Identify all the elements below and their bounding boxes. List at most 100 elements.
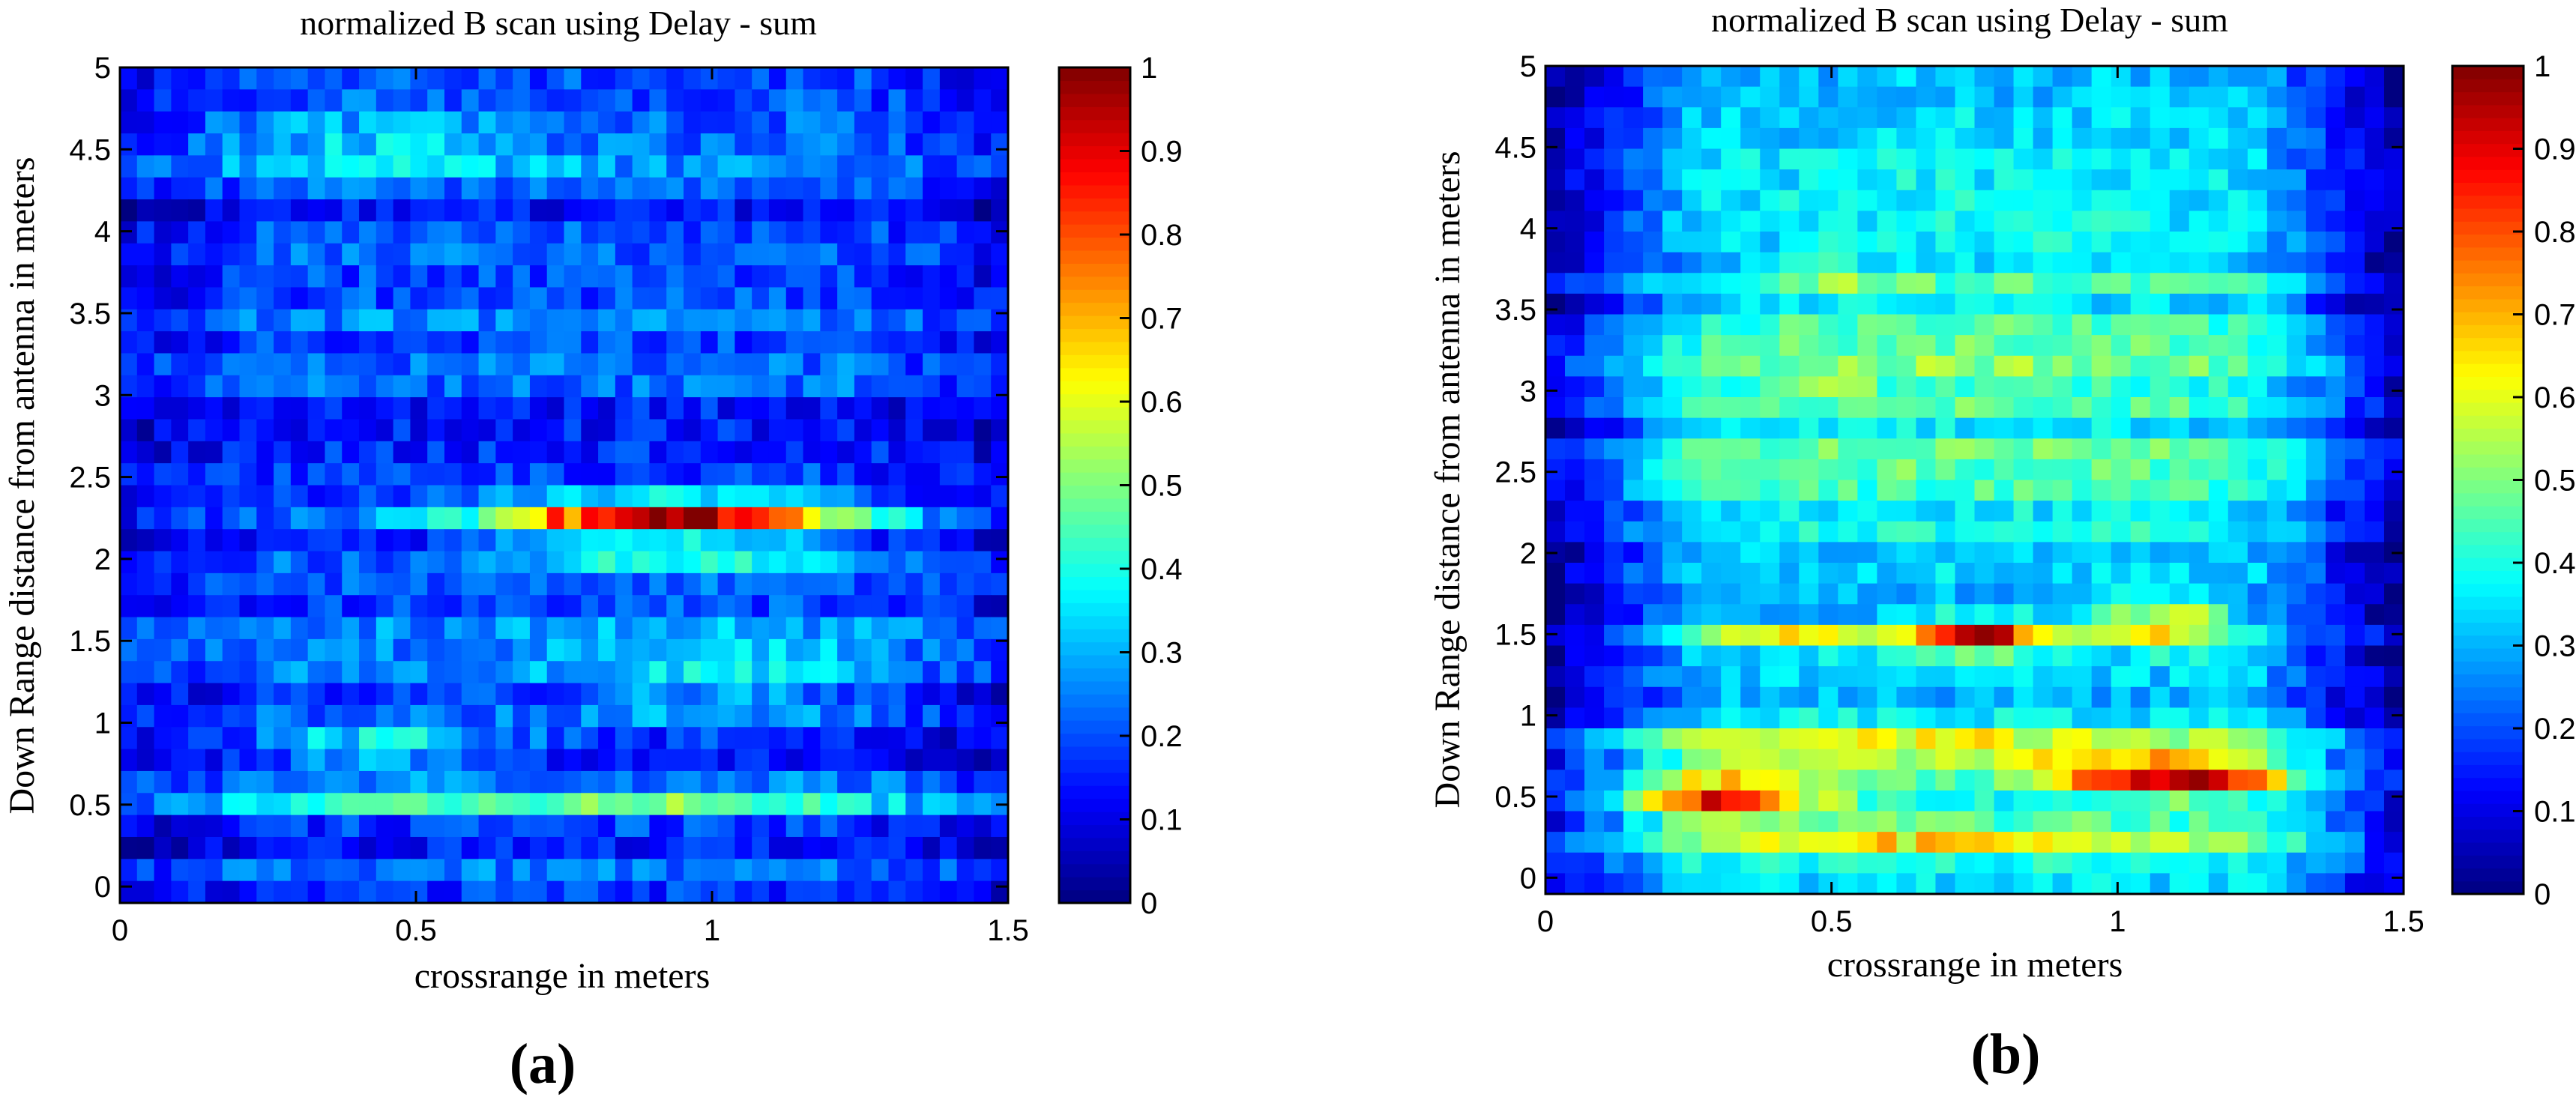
heatmap-cell [2130, 852, 2151, 874]
heatmap-cell [956, 463, 975, 486]
heatmap-cell [888, 155, 906, 178]
heatmap-cell [939, 309, 958, 332]
heatmap-cell [2266, 459, 2287, 481]
heatmap-cell [342, 89, 360, 112]
heatmap-cell [1974, 211, 1995, 232]
heatmap-cell [2150, 501, 2171, 522]
heatmap-cell [546, 309, 565, 332]
heatmap-cell [1955, 417, 1976, 439]
heatmap-cell [120, 507, 138, 530]
x-tick-label: 1 [704, 914, 720, 947]
heatmap-cell [513, 265, 531, 288]
heatmap-cell [700, 309, 719, 332]
heatmap-cell [136, 836, 155, 859]
heatmap-cell [478, 507, 496, 530]
heatmap-cell [871, 243, 890, 266]
heatmap-cell [427, 265, 445, 288]
heatmap-cell [1662, 148, 1683, 170]
heatmap-cell [2033, 811, 2054, 833]
heatmap-cell [2364, 624, 2385, 647]
heatmap-cell [615, 441, 633, 464]
heatmap-cell [495, 572, 513, 596]
heatmap-cell [444, 815, 462, 838]
heatmap-cell [2364, 521, 2385, 543]
heatmap-cell [2364, 293, 2385, 315]
heatmap-cell [2286, 86, 2307, 108]
heatmap-cell [564, 507, 582, 530]
heatmap-cell [2072, 417, 2093, 439]
heatmap-cell [1779, 438, 1800, 460]
heatmap-cell [1877, 376, 1898, 398]
heatmap-cell [1701, 604, 1722, 626]
heatmap-cell [2383, 127, 2404, 150]
heatmap-cell [2013, 852, 2034, 874]
heatmap-cell [478, 551, 496, 574]
heatmap-cell [274, 617, 292, 640]
heatmap-cell [171, 859, 189, 882]
heatmap-cell [581, 836, 599, 859]
heatmap-cell [529, 463, 548, 486]
heatmap-cell [1545, 666, 1566, 688]
heatmap-cell [393, 463, 411, 486]
heatmap-cell [564, 529, 582, 552]
heatmap-cell [905, 243, 923, 266]
heatmap-cell [785, 770, 804, 794]
heatmap-cell [1935, 355, 1956, 377]
heatmap-cell [974, 595, 992, 618]
heatmap-cell [1662, 335, 1683, 357]
heatmap-cell [546, 265, 565, 288]
heatmap-cell [700, 572, 719, 596]
heatmap-cell [888, 485, 906, 508]
colorbar-segment [1059, 184, 1130, 199]
heatmap-cell [649, 793, 667, 816]
heatmap-cell [581, 155, 599, 178]
heatmap-cell [256, 880, 274, 904]
heatmap-cell [564, 638, 582, 662]
heatmap-cell [2150, 438, 2171, 460]
heatmap-cell [2169, 252, 2190, 274]
colorbar-tick-label: 0.7 [2534, 299, 2576, 332]
heatmap-cell [342, 595, 360, 618]
heatmap-cell [2227, 232, 2248, 253]
heatmap-cell [888, 353, 906, 376]
heatmap-cell [2072, 686, 2093, 708]
heatmap-cell [649, 749, 667, 772]
heatmap-cell [2364, 127, 2385, 150]
heatmap-cell [2266, 707, 2287, 729]
heatmap-cell [1857, 314, 1877, 336]
heatmap-cell [444, 617, 462, 640]
heatmap-cell [2189, 335, 2209, 357]
heatmap-cell [1838, 501, 1858, 522]
heatmap-cell [256, 419, 274, 442]
heatmap-cell [2013, 728, 2034, 750]
heatmap-cell [684, 595, 702, 618]
heatmap-cell [1623, 211, 1644, 232]
heatmap-cell [700, 485, 719, 508]
heatmap-cell [1604, 211, 1624, 232]
heatmap-cell [2091, 438, 2112, 460]
heatmap-cell [1818, 232, 1839, 253]
heatmap-cell [375, 507, 394, 530]
heatmap-cell [2111, 624, 2132, 647]
heatmap-cell [1565, 873, 1585, 895]
heatmap-cell [2364, 501, 2385, 522]
heatmap-cell [2013, 355, 2034, 377]
heatmap-cell [768, 221, 787, 244]
heatmap-cell [1604, 127, 1624, 150]
heatmap-cell [222, 859, 241, 882]
heatmap-cell [1604, 542, 1624, 563]
heatmap-cell [615, 221, 633, 244]
heatmap-cell [615, 683, 633, 706]
heatmap-cell [2305, 293, 2326, 315]
heatmap-cell [1818, 749, 1839, 770]
heatmap-cell [2247, 397, 2268, 419]
heatmap-cell [1935, 376, 1956, 398]
heatmap-cell [375, 89, 394, 112]
heatmap-cell [410, 177, 428, 200]
heatmap-cell [1877, 749, 1898, 770]
heatmap-cell [1623, 521, 1644, 543]
heatmap-cell [2266, 314, 2287, 336]
heatmap-cell [666, 727, 684, 750]
heatmap-cell [1896, 542, 1917, 563]
heatmap-cell [359, 67, 377, 90]
